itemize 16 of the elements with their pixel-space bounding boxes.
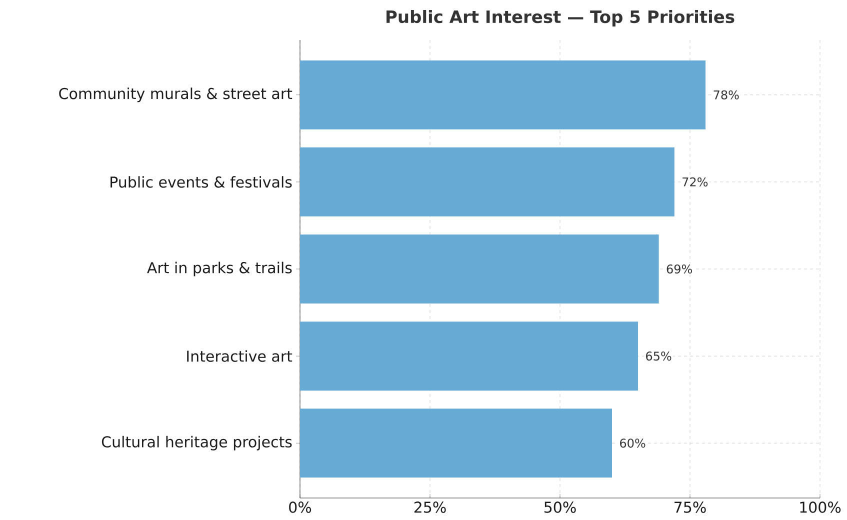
- x-tick-label: 0%: [289, 502, 312, 513]
- x-tick-label: 50%: [544, 502, 576, 513]
- y-tick-label: Cultural heritage projects: [102, 436, 292, 450]
- data-label: 69%: [666, 264, 692, 274]
- y-tick-label: Art in parks & trails: [147, 262, 292, 276]
- y-tick-label: Public events & festivals: [110, 176, 292, 188]
- y-tick-label: Interactive art: [187, 350, 292, 362]
- x-tick-label: 100%: [800, 502, 841, 513]
- chart-title: Public Art Interest — Top 5 Priorities: [386, 10, 734, 26]
- data-label: 65%: [646, 352, 672, 361]
- x-tick-label: 75%: [674, 502, 706, 513]
- y-tick-label: Community murals & street art: [59, 88, 292, 102]
- data-label: 72%: [682, 177, 708, 186]
- data-label: 78%: [714, 90, 739, 100]
- data-label: 60%: [620, 438, 646, 448]
- x-tick-label: 25%: [414, 502, 446, 513]
